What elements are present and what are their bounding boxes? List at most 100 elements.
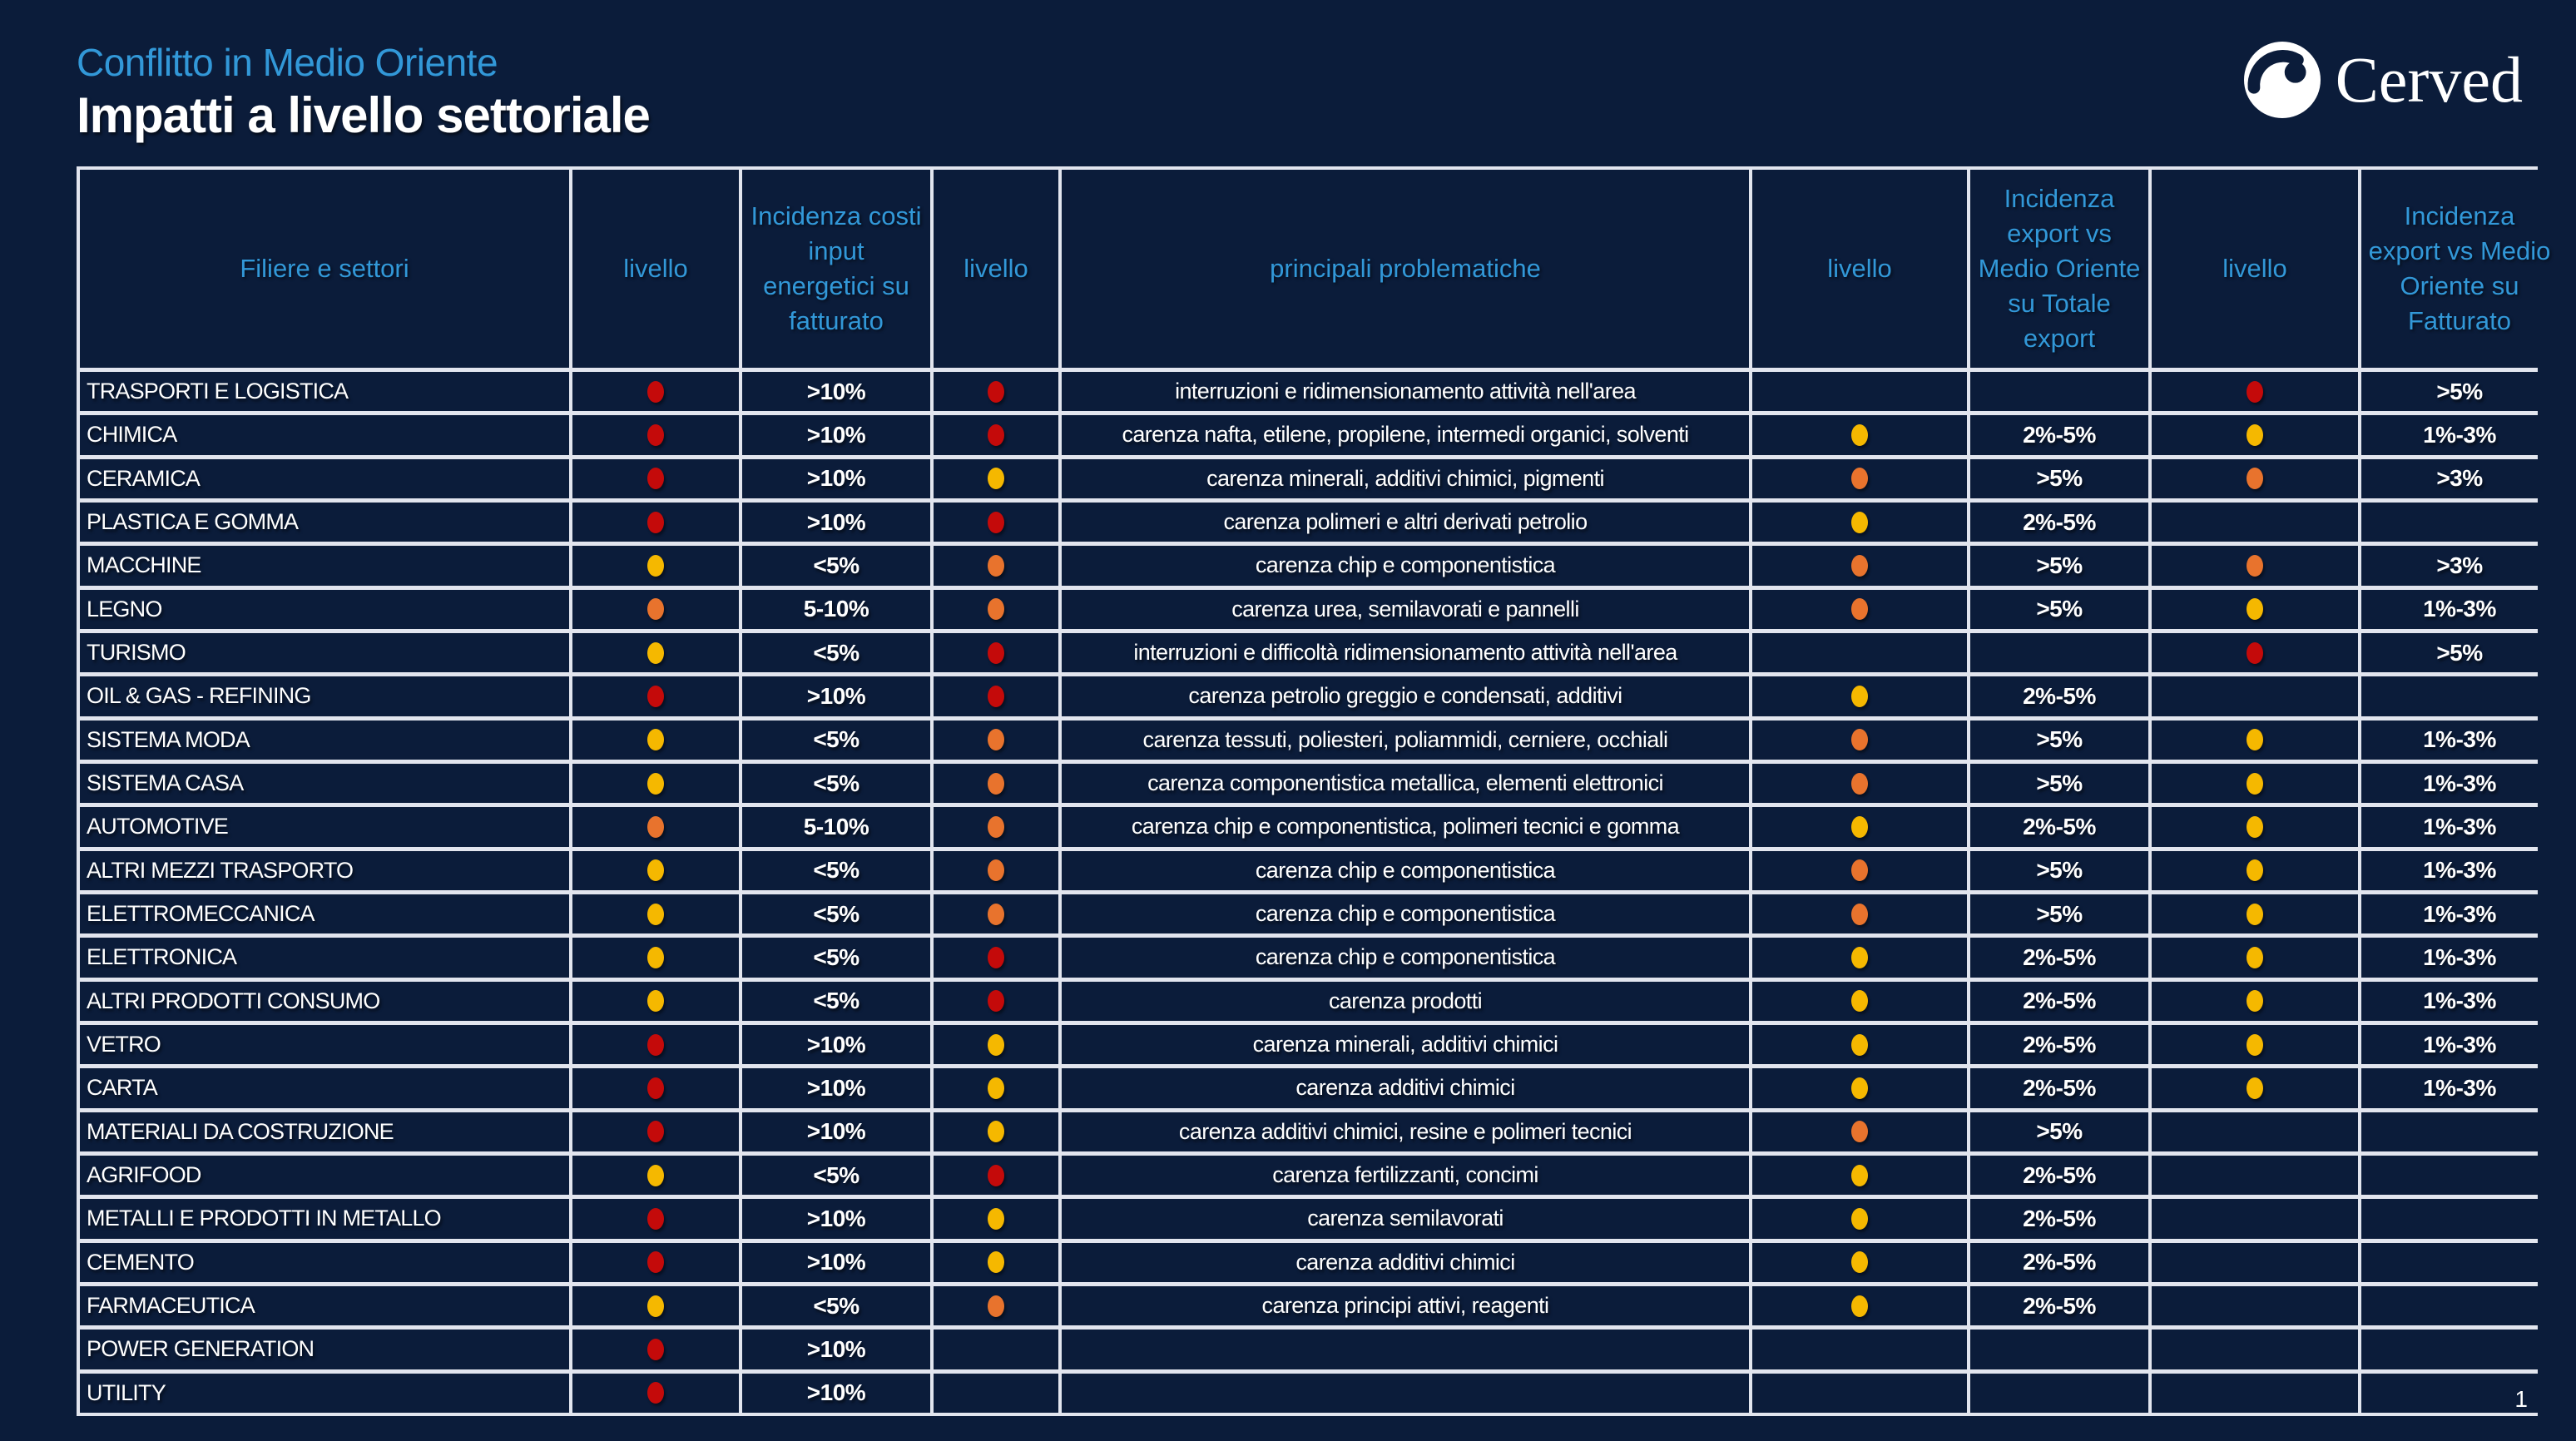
level-cell <box>572 372 739 412</box>
yellow-level-dot <box>2247 772 2263 795</box>
level-cell <box>572 1024 739 1065</box>
yellow-level-dot <box>1851 990 1868 1013</box>
issues-cell: carenza chip e componentistica, polimeri… <box>1062 807 1749 847</box>
yellow-level-dot <box>2247 729 2263 751</box>
impact-table: Filiere e settori livello Incidenza cost… <box>77 166 2558 1416</box>
level-cell <box>1752 1330 1967 1369</box>
red-level-dot <box>2247 641 2263 664</box>
sector-cell: PLASTICA E GOMMA <box>80 502 569 542</box>
level-cell <box>1752 1112 1967 1151</box>
level-cell <box>2152 372 2358 412</box>
export-revenue-cell <box>2361 1330 2558 1369</box>
level-cell <box>934 981 1058 1021</box>
sector-cell: SISTEMA CASA <box>80 763 569 804</box>
export-revenue-cell: 1%-3% <box>2361 1068 2558 1108</box>
yellow-level-dot <box>1851 685 1868 707</box>
export-revenue-cell: >3% <box>2361 458 2558 498</box>
energy-cost-cell: >10% <box>742 1068 930 1108</box>
orange-level-dot <box>647 815 664 838</box>
sector-cell: CARTA <box>80 1068 569 1108</box>
slide-subtitle: Conflitto in Medio Oriente <box>77 41 498 84</box>
export-share-cell: 2%-5% <box>1970 1068 2148 1108</box>
level-cell <box>572 894 739 934</box>
level-cell <box>1752 720 1967 760</box>
orange-level-dot <box>1851 554 1868 577</box>
level-cell <box>572 676 739 716</box>
level-cell <box>934 1242 1058 1282</box>
export-revenue-cell <box>2361 1155 2558 1196</box>
export-share-cell: 2%-5% <box>1970 502 2148 542</box>
yellow-level-dot <box>988 1077 1004 1099</box>
yellow-level-dot <box>1851 1077 1868 1099</box>
energy-cost-cell: 5-10% <box>742 589 930 629</box>
energy-cost-cell: <5% <box>742 938 930 978</box>
header-filiere-e-settori: Filiere e settori <box>80 170 569 368</box>
export-revenue-cell <box>2361 676 2558 716</box>
energy-cost-cell: >10% <box>742 372 930 412</box>
level-cell <box>2152 850 2358 890</box>
issues-cell: carenza chip e componentistica <box>1062 894 1749 934</box>
orange-level-dot <box>988 772 1004 795</box>
level-cell <box>572 807 739 847</box>
sector-cell: LEGNO <box>80 589 569 629</box>
sector-cell: AGRIFOOD <box>80 1155 569 1196</box>
header-livello-1: livello <box>572 170 739 368</box>
level-cell <box>2152 894 2358 934</box>
issues-cell: carenza nafta, etilene, propilene, inter… <box>1062 415 1749 455</box>
issues-cell: carenza semilavorati <box>1062 1199 1749 1239</box>
cerved-wave-icon <box>2243 42 2321 118</box>
energy-cost-cell: >10% <box>742 1373 930 1413</box>
energy-cost-cell: <5% <box>742 720 930 760</box>
sector-cell: SISTEMA MODA <box>80 720 569 760</box>
level-cell <box>934 589 1058 629</box>
level-cell <box>572 1330 739 1369</box>
orange-level-dot <box>1851 598 1868 621</box>
export-revenue-cell: 1%-3% <box>2361 981 2558 1021</box>
issues-cell: carenza fertilizzanti, concimi <box>1062 1155 1749 1196</box>
level-cell <box>1752 632 1967 673</box>
red-level-dot <box>988 511 1004 533</box>
level-cell <box>2152 981 2358 1021</box>
level-cell <box>934 415 1058 455</box>
energy-cost-cell: <5% <box>742 546 930 586</box>
page-title: Impatti a livello settoriale <box>77 87 651 143</box>
header-incidenza-costi: Incidenza costi input energetici su fatt… <box>742 170 930 368</box>
sector-cell: CERAMICA <box>80 458 569 498</box>
export-revenue-cell: 1%-3% <box>2361 938 2558 978</box>
energy-cost-cell: <5% <box>742 1155 930 1196</box>
yellow-level-dot <box>988 1207 1004 1230</box>
export-revenue-cell: >5% <box>2361 372 2558 412</box>
issues-cell: carenza additivi chimici <box>1062 1068 1749 1108</box>
header-livello-2: livello <box>934 170 1058 368</box>
red-level-dot <box>988 946 1004 968</box>
yellow-level-dot <box>2247 990 2263 1013</box>
energy-cost-cell: <5% <box>742 981 930 1021</box>
sector-cell: ELETTRONICA <box>80 938 569 978</box>
level-cell <box>572 981 739 1021</box>
level-cell <box>2152 589 2358 629</box>
level-cell <box>934 1199 1058 1239</box>
yellow-level-dot <box>647 946 664 968</box>
export-share-cell: 2%-5% <box>1970 1155 2148 1196</box>
header-export-totale: Incidenza export vs Medio Oriente su Tot… <box>1970 170 2148 368</box>
level-cell <box>572 1068 739 1108</box>
red-level-dot <box>647 1207 664 1230</box>
yellow-level-dot <box>647 990 664 1013</box>
level-cell <box>572 415 739 455</box>
yellow-level-dot <box>647 1295 664 1317</box>
level-cell <box>2152 763 2358 804</box>
export-share-cell: >5% <box>1970 763 2148 804</box>
level-cell <box>1752 1199 1967 1239</box>
orange-level-dot <box>1851 729 1868 751</box>
level-cell <box>572 1242 739 1282</box>
export-revenue-cell: 1%-3% <box>2361 763 2558 804</box>
yellow-level-dot <box>1851 1295 1868 1317</box>
level-cell <box>934 807 1058 847</box>
yellow-level-dot <box>647 1164 664 1186</box>
level-cell <box>572 720 739 760</box>
energy-cost-cell: >10% <box>742 458 930 498</box>
level-cell <box>1752 676 1967 716</box>
level-cell <box>934 546 1058 586</box>
red-level-dot <box>647 380 664 403</box>
